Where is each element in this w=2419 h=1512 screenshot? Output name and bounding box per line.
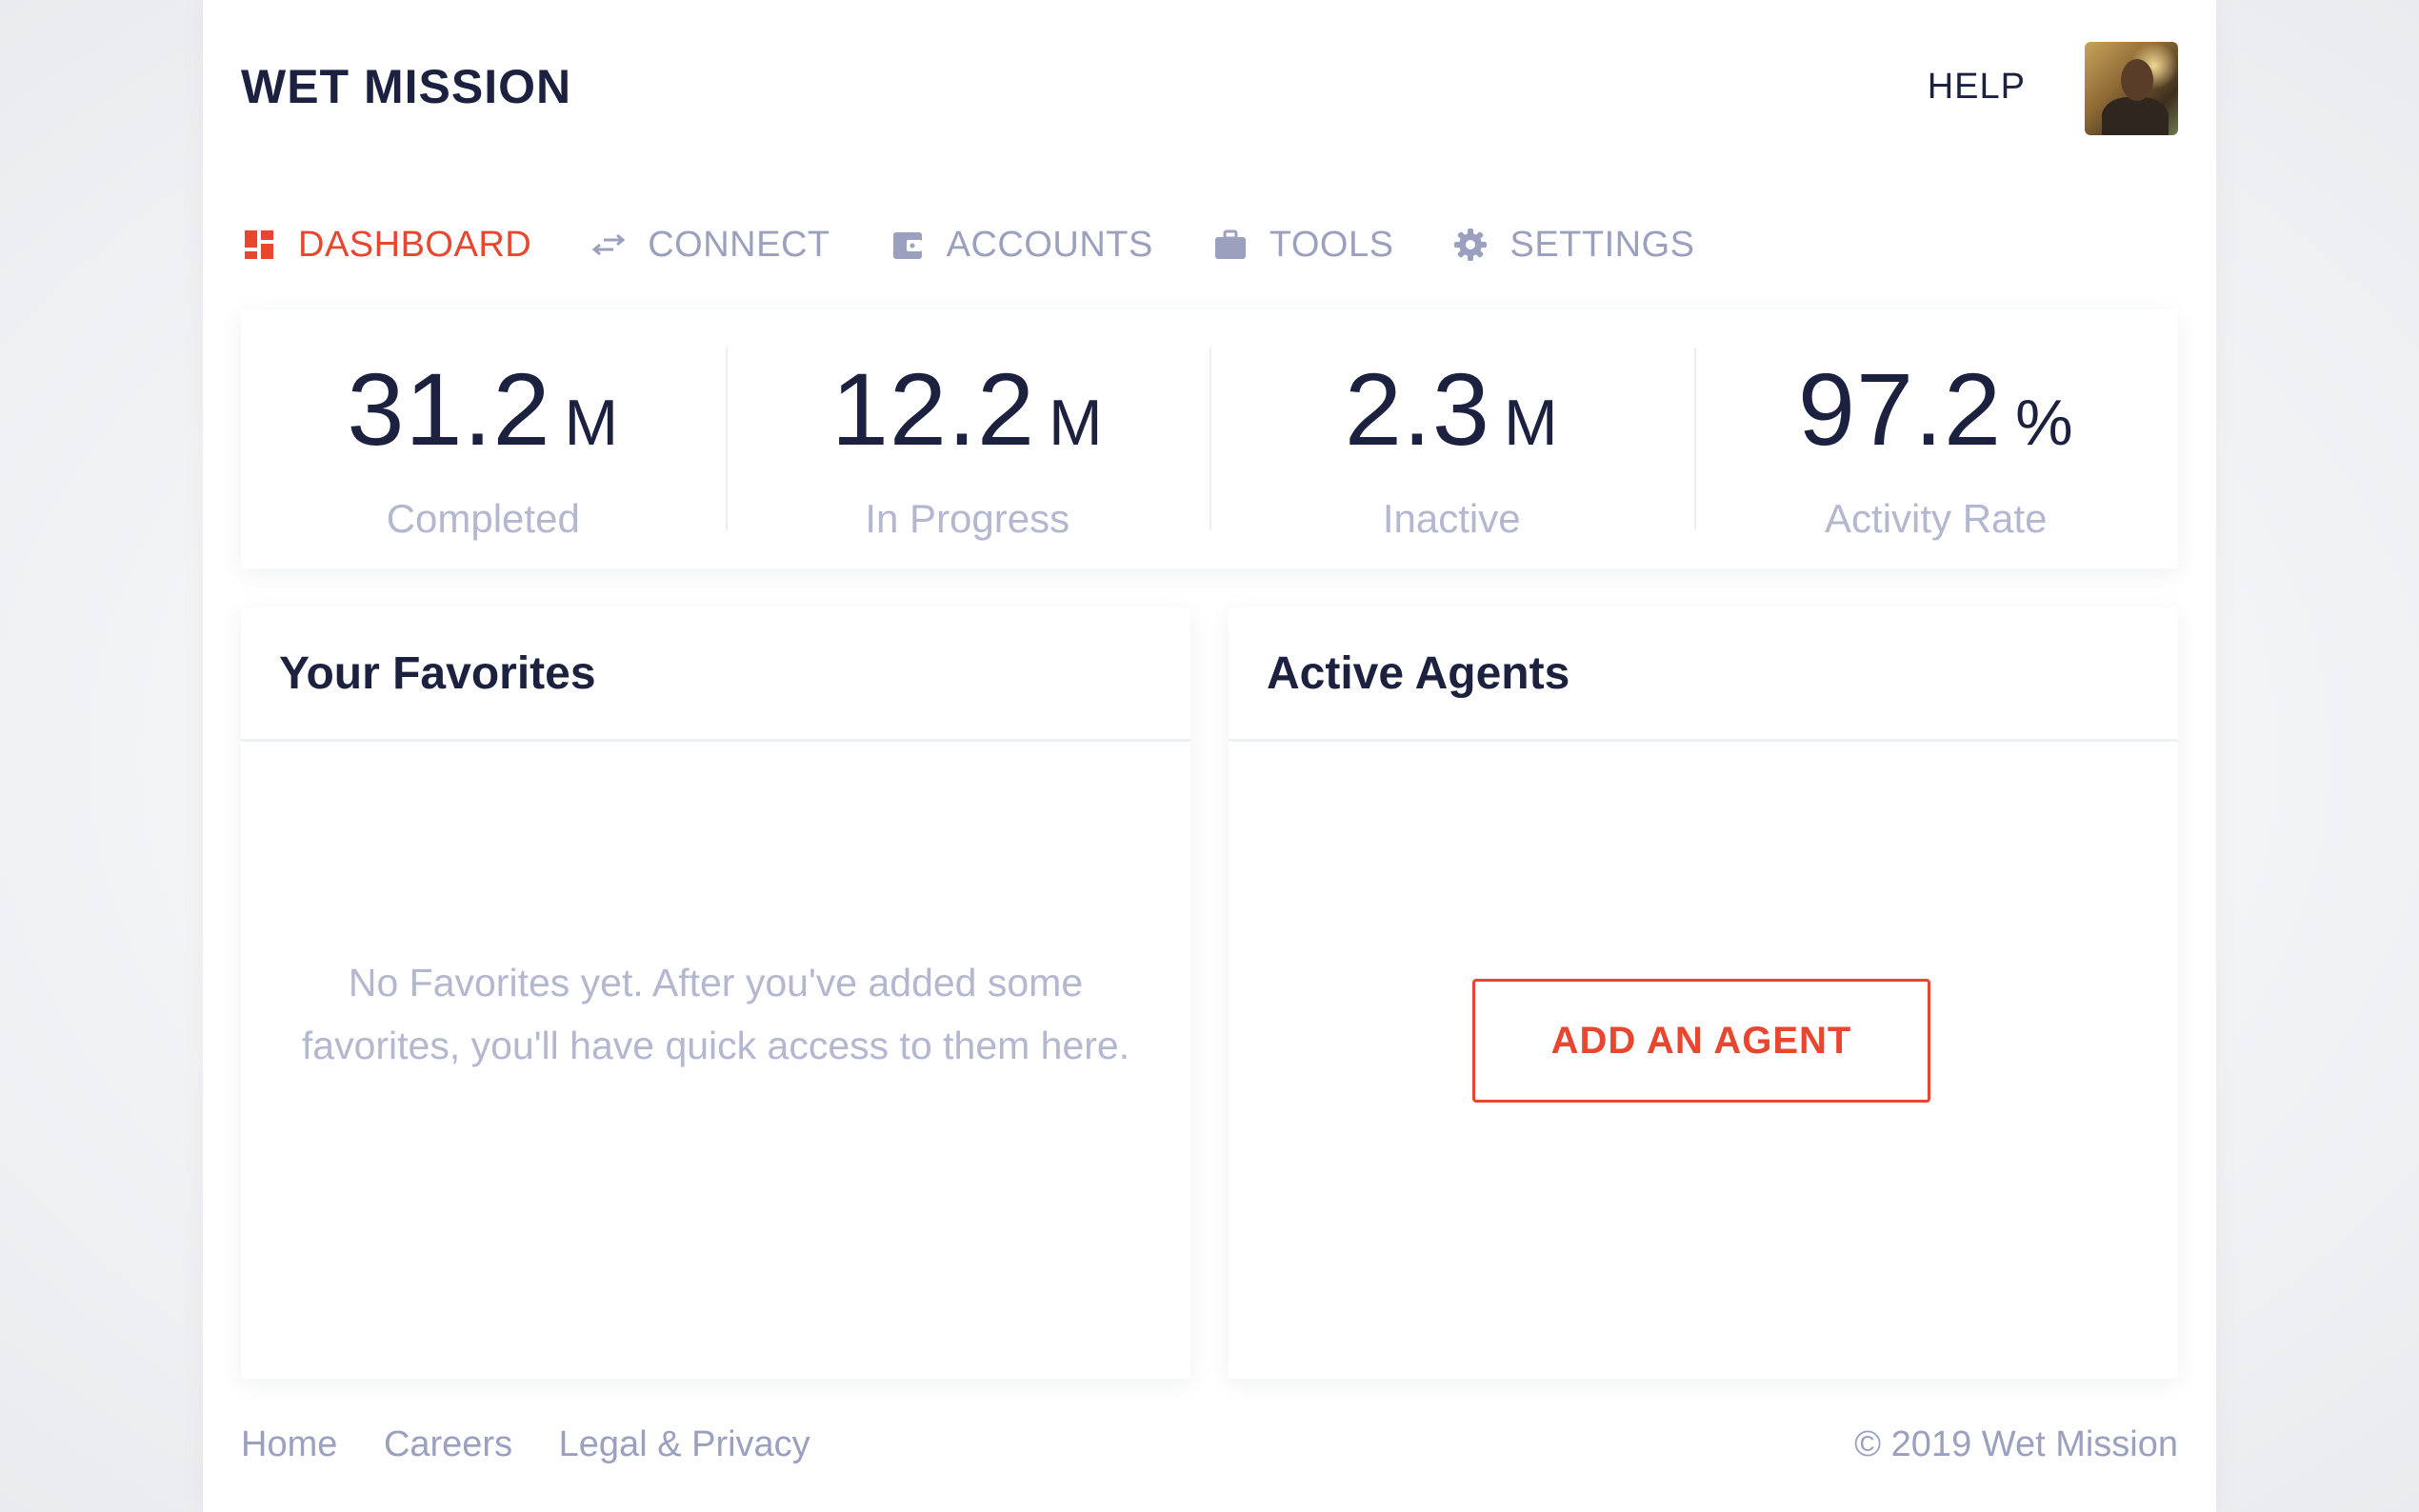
footer-link-careers[interactable]: Careers — [383, 1424, 513, 1464]
favorites-panel: Your Favorites No Favorites yet. After y… — [241, 607, 1190, 1379]
avatar[interactable] — [2085, 42, 2178, 135]
main-nav: DASHBOARD CONNECT ACCOUNTS — [241, 211, 1754, 278]
tab-connect-label: CONNECT — [648, 224, 830, 265]
stat-activity-rate: 97.2% Activity Rate — [1693, 309, 2179, 568]
top-bar: WET MISSION HELP — [241, 42, 2178, 137]
avatar-head — [2121, 59, 2153, 101]
favorites-title: Your Favorites — [241, 607, 1190, 742]
stat-in-progress: 12.2 M In Progress — [725, 309, 1210, 568]
footer-link-home[interactable]: Home — [241, 1424, 338, 1464]
footer: Home Careers Legal & Privacy © 2019 Wet … — [241, 1417, 2178, 1474]
wallet-icon — [890, 227, 926, 263]
agents-title: Active Agents — [1229, 607, 2178, 742]
footer-links: Home Careers Legal & Privacy — [241, 1424, 847, 1465]
arrows-exchange-icon — [590, 227, 627, 263]
favorites-body: No Favorites yet. After you've added som… — [241, 742, 1190, 1379]
stat-value: 31.2 M — [347, 351, 620, 467]
tab-dashboard-label: DASHBOARD — [298, 224, 532, 265]
tab-settings[interactable]: SETTINGS — [1452, 225, 1694, 266]
add-agent-button[interactable]: ADD AN AGENT — [1472, 979, 1930, 1103]
tab-tools[interactable]: TOOLS — [1212, 225, 1394, 266]
help-link[interactable]: HELP — [1927, 67, 2026, 107]
stat-inactive: 2.3 M Inactive — [1210, 309, 1694, 568]
dashboard-icon — [241, 227, 277, 263]
briefcase-icon — [1212, 227, 1249, 263]
app-frame: WET MISSION HELP DASHBOARD — [203, 0, 2216, 1512]
agents-panel: Active Agents ADD AN AGENT — [1229, 607, 2178, 1379]
stat-label: In Progress — [865, 496, 1070, 541]
stat-unit: M — [1049, 387, 1104, 459]
tab-tools-label: TOOLS — [1269, 224, 1394, 265]
favorites-empty-message: No Favorites yet. After you've added som… — [301, 961, 1130, 1067]
stats-card: 31.2 M Completed 12.2 M In Progress 2.3 M I… — [241, 309, 2178, 568]
tab-connect[interactable]: CONNECT — [590, 225, 830, 266]
stat-unit: M — [564, 387, 620, 459]
agents-body: ADD AN AGENT — [1229, 742, 2178, 1379]
copyright: © 2019 Wet Mission — [1854, 1424, 2178, 1464]
gear-icon — [1452, 227, 1489, 263]
stat-value: 2.3 M — [1344, 351, 1559, 467]
stat-label: Activity Rate — [1825, 496, 2048, 541]
tab-settings-label: SETTINGS — [1509, 224, 1695, 265]
brand-logo[interactable]: WET MISSION — [241, 60, 572, 113]
stat-label: Inactive — [1382, 496, 1521, 541]
avatar-body — [2102, 97, 2169, 135]
tab-dashboard[interactable]: DASHBOARD — [241, 225, 531, 266]
tab-accounts-label: ACCOUNTS — [946, 224, 1153, 265]
stat-label: Completed — [386, 496, 580, 541]
stat-unit: M — [1503, 387, 1559, 459]
stat-value: 12.2 M — [830, 351, 1104, 467]
stat-value: 97.2% — [1797, 351, 2074, 467]
tab-accounts[interactable]: ACCOUNTS — [890, 225, 1153, 266]
stat-unit: % — [2015, 387, 2074, 459]
footer-link-legal[interactable]: Legal & Privacy — [558, 1424, 810, 1464]
stat-completed: 31.2 M Completed — [241, 309, 726, 568]
